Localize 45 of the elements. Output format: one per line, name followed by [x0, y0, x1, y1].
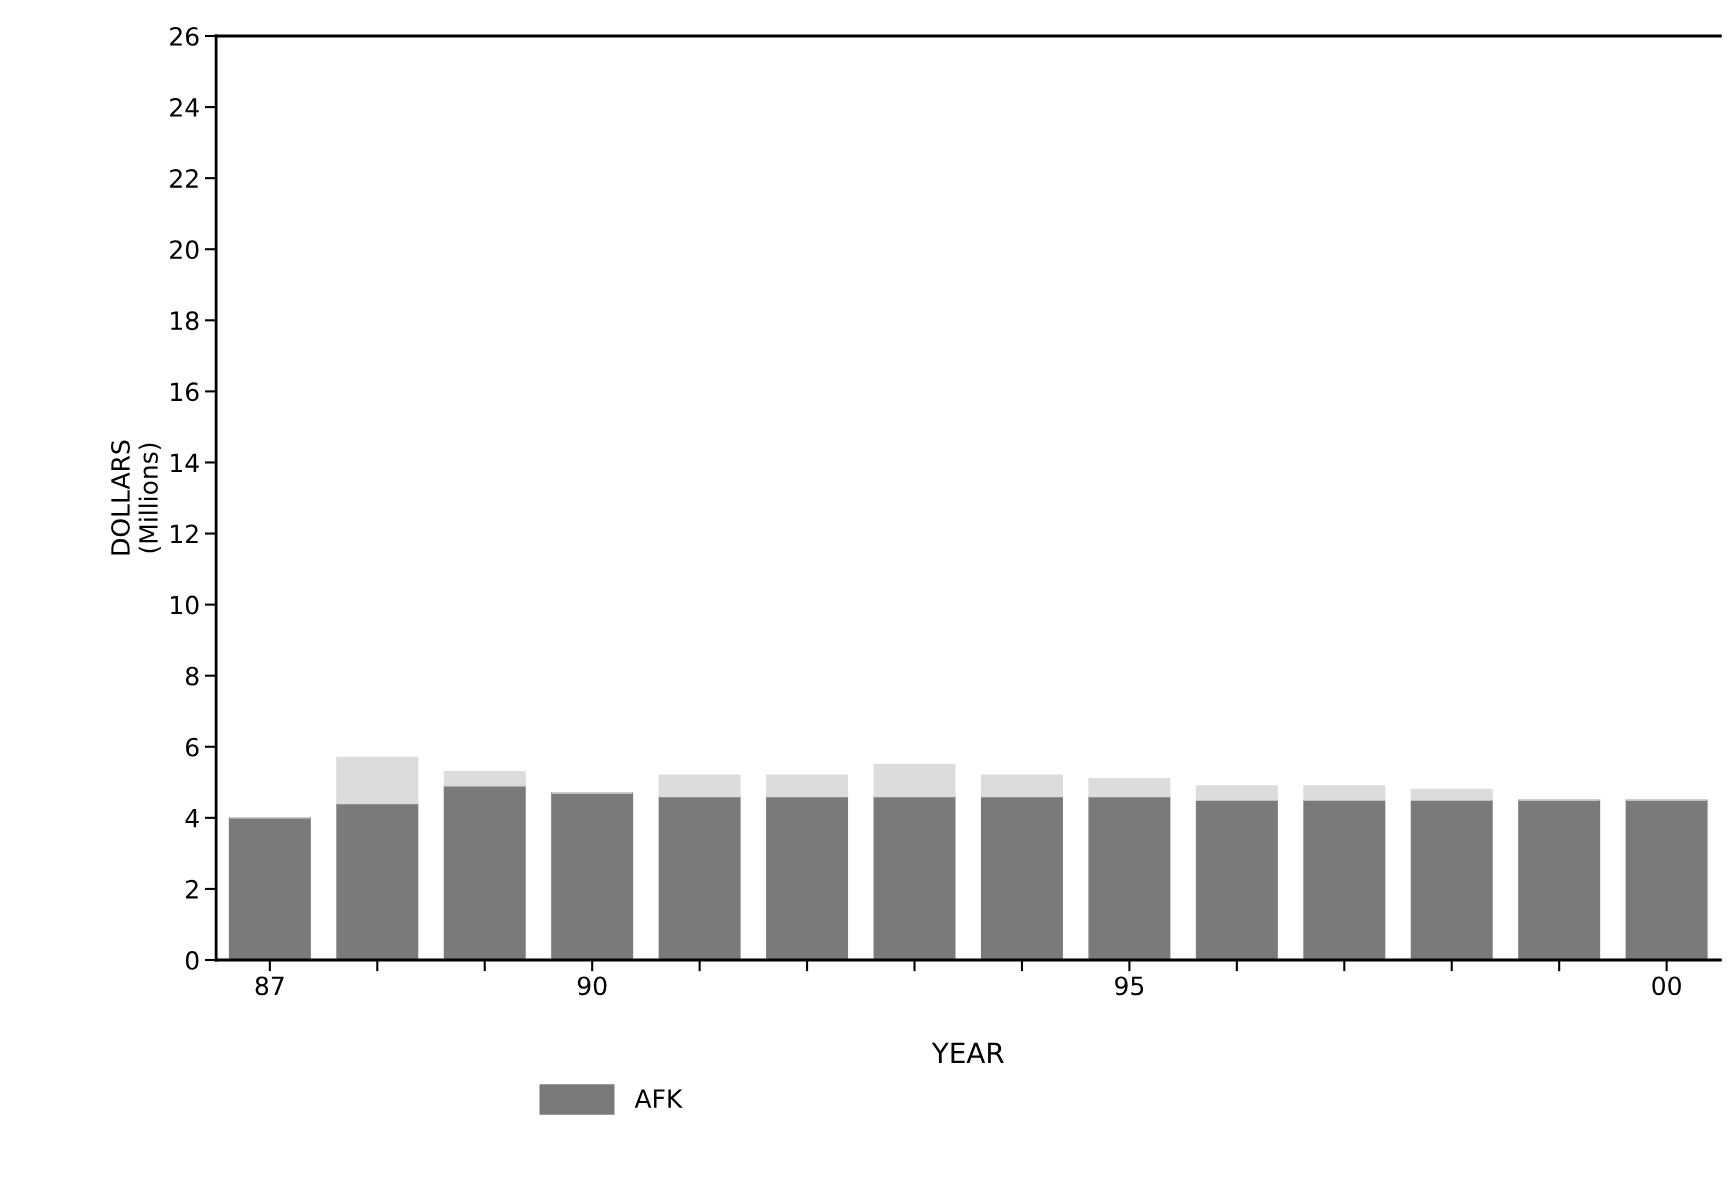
legend-label: AFK	[634, 1089, 683, 1108]
x-axis-title: YEAR	[931, 1042, 1004, 1063]
y-tick-label: 2	[186, 879, 198, 899]
bar	[1625, 799, 1708, 960]
bar	[443, 785, 526, 960]
bar	[1410, 799, 1493, 960]
x-tick-label: 00	[1652, 976, 1681, 996]
bar	[228, 817, 311, 960]
bar	[766, 795, 849, 960]
y-tick-label: 4	[185, 809, 199, 828]
bar	[658, 774, 741, 798]
y-tick-label: 6	[185, 737, 199, 757]
y-tick-label: 20	[170, 240, 199, 260]
bar	[443, 770, 526, 787]
bar	[873, 795, 956, 960]
bar	[336, 756, 419, 805]
y-tick-label: 12	[171, 524, 198, 544]
bar	[1410, 788, 1493, 801]
bar	[1195, 799, 1278, 960]
y-tick-label: 16	[171, 382, 199, 402]
y-tick-label: 26	[170, 26, 199, 46]
bar	[1518, 799, 1601, 960]
bar	[980, 774, 1063, 798]
y-axis-title: DOLLARS (Millions)	[111, 440, 161, 555]
y-tick-label: 10	[171, 595, 199, 615]
bar	[1195, 785, 1278, 801]
x-tick-label: 95	[1115, 976, 1144, 996]
x-tick-label: 87	[255, 976, 284, 996]
bar	[658, 795, 741, 960]
y-tick-label: 0	[185, 950, 199, 970]
y-tick-label: 22	[170, 169, 198, 188]
y-tick-label: 14	[171, 453, 199, 472]
bar	[1088, 778, 1171, 798]
bar	[1303, 785, 1386, 801]
bar	[551, 792, 634, 960]
bar	[980, 795, 1063, 960]
bar	[766, 774, 849, 798]
y-tick-label: 18	[171, 311, 199, 331]
bar	[336, 802, 419, 960]
bar	[1303, 799, 1386, 960]
y-tick-label: 24	[170, 98, 199, 117]
bar	[1088, 795, 1171, 960]
x-tick-label: 90	[577, 976, 607, 996]
y-tick-label: 8	[185, 666, 199, 686]
bar	[873, 763, 956, 798]
